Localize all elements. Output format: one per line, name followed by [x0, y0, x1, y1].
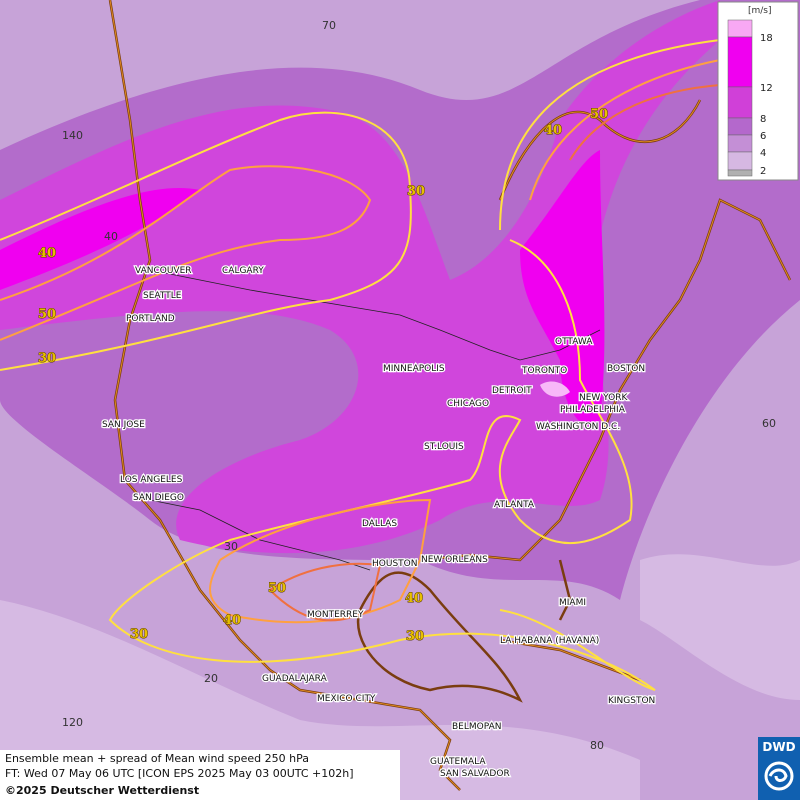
contour-50 [269, 84, 721, 622]
city-label: KINGSTON [608, 696, 655, 706]
city-label: CALGARY [222, 266, 264, 276]
grid-label: 80 [590, 739, 604, 752]
legend-label: 6 [760, 131, 766, 142]
logo-icon [768, 768, 788, 782]
contour-40 [0, 165, 372, 341]
footer-box [0, 750, 400, 800]
footer-line: Ensemble mean + spread of Mean wind spee… [5, 752, 309, 765]
city-label: NEW YORK [579, 393, 629, 403]
city-label: BELMOPAN [452, 722, 501, 732]
city-label: MIAMI [559, 598, 586, 608]
city-label: PHILADELPHIA [560, 405, 626, 415]
country-border [149, 269, 601, 571]
wind-region-low [0, 554, 800, 800]
city-label: MONTERREY [307, 610, 364, 620]
grid-label: 140 [62, 129, 83, 142]
city-label: GUATEMALA [430, 757, 486, 767]
city-label: TORONTO [521, 366, 567, 376]
logo-text: DWD [762, 740, 795, 754]
logo-icon [764, 761, 794, 791]
city-label: SEATTLE [143, 291, 182, 301]
grid-label: 60 [762, 417, 776, 430]
legend-unit: [m/s] [748, 6, 772, 16]
city-label: HOUSTON [372, 559, 417, 569]
legend-label: 2 [760, 166, 766, 177]
legend-swatch [727, 134, 753, 153]
grid-label: 70 [322, 19, 336, 32]
city-label: GUADALAJARA [262, 674, 328, 684]
grid-label: 120 [62, 716, 83, 729]
contour-30 [0, 111, 412, 371]
city-label: SAN JOSE [102, 420, 145, 430]
city-label: LA HABANA (HAVANA) [500, 636, 599, 646]
contour-label: 30 [406, 629, 424, 644]
contour-label: 40 [544, 123, 562, 138]
legend-swatch [727, 19, 753, 38]
contour-label: 50 [590, 107, 608, 122]
footer-line: FT: Wed 07 May 06 UTC [ICON EPS 2025 May… [5, 767, 354, 780]
city-label: PORTLAND [126, 314, 175, 324]
legend-label: 8 [760, 114, 766, 125]
city-label: ATLANTA [494, 500, 535, 510]
city-label: SAN SALVADOR [440, 769, 510, 779]
contour-label: 50 [38, 307, 56, 322]
city-label: CHICAGO [447, 399, 489, 409]
contour-label: 50 [268, 581, 286, 596]
legend-label: 18 [760, 33, 773, 44]
grid-label: 30 [224, 540, 238, 553]
wind-region-max [0, 150, 605, 426]
legend-label: 12 [760, 83, 773, 94]
city-label: NEW ORLEANS [421, 555, 488, 565]
legend-swatch [727, 36, 753, 88]
contour-label: 30 [38, 351, 56, 366]
legend: [m/s] 18 12 8 6 4 2 [717, 1, 799, 181]
city-label: SAN DIEGO [133, 493, 184, 503]
legend-swatch [727, 86, 753, 119]
grid-label: 40 [104, 230, 118, 243]
city-label: VANCOUVER [135, 266, 192, 276]
city-label: MINNEAPOLIS [383, 364, 445, 374]
contour-label: 40 [223, 613, 241, 628]
legend-swatch [727, 151, 753, 171]
city-label: ST.LOUIS [424, 442, 464, 452]
contour-label: 30 [130, 627, 148, 642]
city-label: LOS ANGELES [120, 475, 183, 485]
city-label: DALLAS [362, 519, 397, 529]
contours [0, 39, 721, 691]
contour-label: 40 [405, 591, 423, 606]
legend-label: 4 [760, 148, 766, 159]
city-label: OTTAWA [555, 337, 593, 347]
city-label: DETROIT [492, 386, 532, 396]
legend-swatch [727, 169, 753, 177]
footer-line: ©2025 Deutscher Wetterdienst [5, 784, 199, 797]
legend-swatch [727, 117, 753, 136]
coastline [419, 99, 791, 681]
wind-region-high [0, 0, 720, 554]
grid-label: 20 [204, 672, 218, 685]
contour-label: 30 [407, 184, 425, 199]
city-label: BOSTON [607, 364, 645, 374]
wind-region-peak [540, 381, 570, 397]
city-label: WASHINGTON D.C. [536, 422, 620, 432]
city-label: MEXICO CITY [317, 694, 376, 704]
coastline [109, 0, 461, 791]
contour-label: 40 [38, 246, 56, 261]
contour-40 [209, 59, 721, 624]
labels: VANCOUVER CALGARY SEATTLE PORTLAND SAN JOSE L… [38, 19, 777, 780]
